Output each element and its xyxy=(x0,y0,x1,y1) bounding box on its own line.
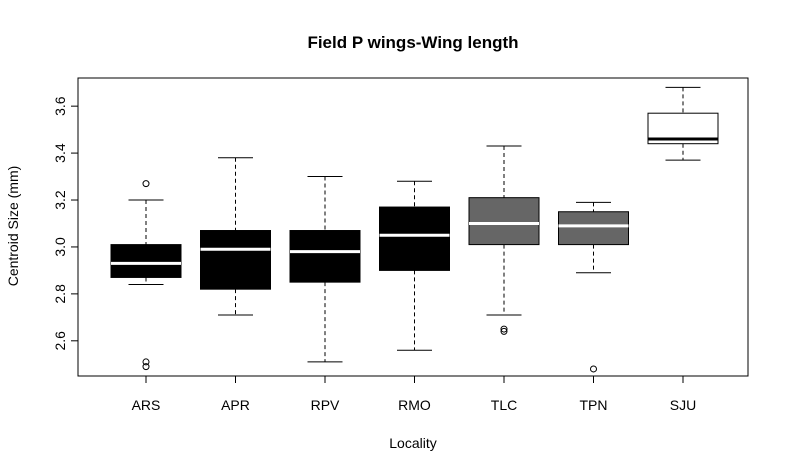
iqr-box xyxy=(558,211,629,246)
outlier-point xyxy=(142,363,150,371)
x-tick-label: RMO xyxy=(398,397,431,413)
x-tick-label: TPN xyxy=(580,397,608,413)
box-apr xyxy=(200,157,271,316)
y-tick-label: 3.2 xyxy=(52,190,68,210)
y-axis-label: Centroid Size (mm) xyxy=(5,166,21,287)
box-tpn xyxy=(558,201,629,373)
iqr-box xyxy=(379,206,450,271)
outlier-point xyxy=(142,358,150,366)
iqr-box xyxy=(200,230,271,290)
x-tick-label: TLC xyxy=(491,397,517,413)
box-tlc xyxy=(468,145,540,335)
y-tick-label: 2.8 xyxy=(52,284,68,304)
x-tick-label: ARS xyxy=(132,397,161,413)
y-tick-label: 2.6 xyxy=(52,331,68,351)
box-rmo xyxy=(379,180,450,351)
y-tick-label: 3.6 xyxy=(52,96,68,116)
chart-title: Field P wings-Wing length xyxy=(307,33,518,52)
iqr-box xyxy=(289,230,361,283)
outlier-point xyxy=(500,325,508,333)
outlier-point xyxy=(500,327,508,335)
box-rpv xyxy=(289,176,361,363)
iqr-box xyxy=(468,197,540,246)
box-series xyxy=(110,86,719,373)
outlier-point xyxy=(142,180,150,188)
box-sju xyxy=(647,86,719,161)
y-tick-label: 3.0 xyxy=(52,237,68,257)
y-tick-label: 3.4 xyxy=(52,143,68,163)
x-axis-label: Locality xyxy=(389,435,436,451)
y-axis: 2.6 2.8 3.0 3.2 3.4 3.6 xyxy=(52,96,79,351)
x-tick-label: RPV xyxy=(311,397,340,413)
x-tick-label: APR xyxy=(221,397,250,413)
box-ars xyxy=(110,180,182,371)
x-tick-label: SJU xyxy=(670,397,696,413)
outlier-point xyxy=(590,365,597,373)
x-axis: ARS APR RPV RMO TLC TPN SJU xyxy=(132,375,696,413)
iqr-box xyxy=(110,244,182,278)
